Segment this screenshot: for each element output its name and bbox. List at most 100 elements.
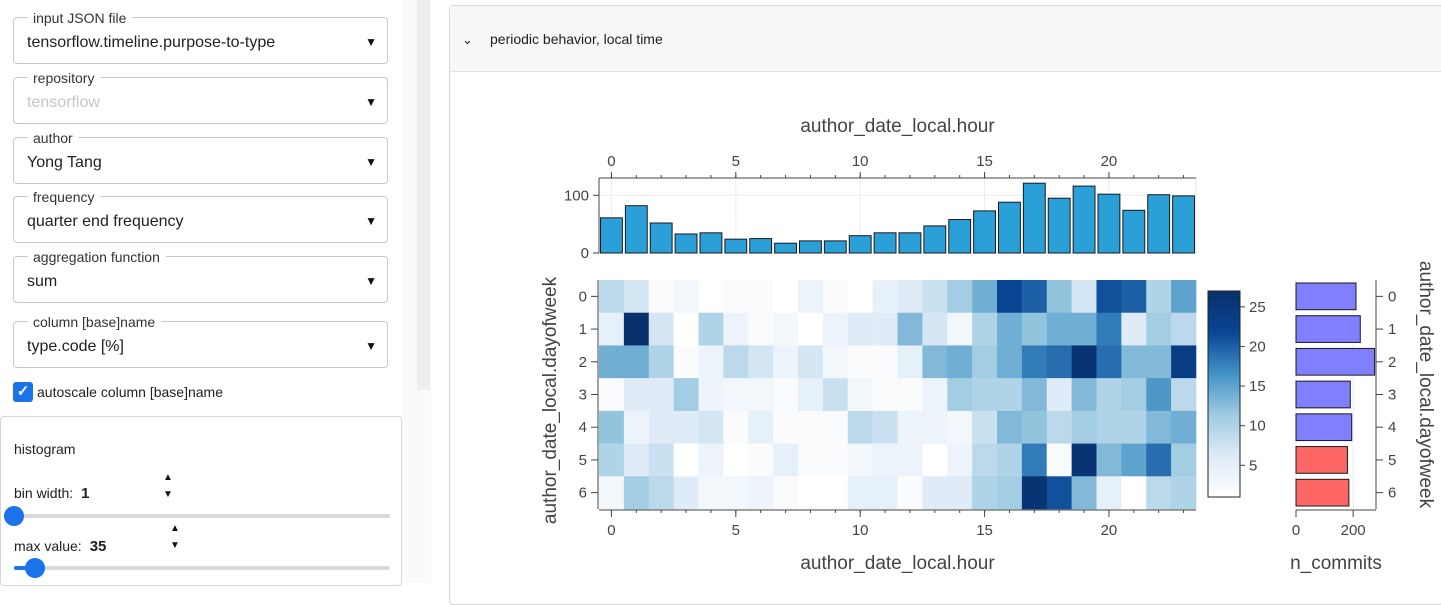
bin-width-decrement-icon[interactable]: ▼ [163, 489, 173, 500]
heatmap-cell [698, 410, 724, 444]
bin-width-increment-icon[interactable]: ▲ [163, 472, 173, 483]
heatmap-cell [748, 345, 774, 379]
x-tick-label: 5 [732, 522, 740, 539]
field-value: tensorflow [27, 94, 100, 111]
heatmap-cell [947, 476, 973, 510]
heatmap-cell [872, 476, 898, 510]
heatmap-cell [872, 410, 898, 444]
heatmap-cell [1146, 378, 1172, 412]
slider-handle[interactable] [24, 558, 45, 578]
y-tick-label: 6 [1388, 485, 1396, 502]
heatmap-cell [673, 410, 699, 444]
heatmap-cell [698, 378, 724, 412]
heatmap-cell [748, 410, 774, 444]
aggregation-function-select[interactable]: aggregation function sum ▼ [13, 249, 388, 303]
heatmap-cell [922, 443, 948, 477]
heatmap-cell [673, 280, 699, 314]
heatmap-cell [947, 378, 973, 412]
heatmap-cell [599, 378, 625, 412]
input-json-file-select[interactable]: input JSON file tensorflow.timeline.purp… [13, 10, 388, 64]
heatmap-cell [1021, 345, 1048, 379]
bin-width-slider[interactable] [4, 506, 390, 526]
heatmap-cell [872, 312, 898, 346]
histogram-bar [1097, 193, 1121, 254]
author-select[interactable]: author Yong Tang ▼ [13, 130, 388, 184]
repository-select[interactable]: repository tensorflow ▼ [13, 70, 388, 124]
heatmap-cell [748, 378, 774, 412]
histogram-bar [848, 235, 872, 254]
x-tick-label: 20 [1101, 522, 1118, 539]
caret-down-icon: ▼ [365, 155, 377, 169]
sidebar-scrollbar[interactable] [417, 0, 430, 390]
frequency-select[interactable]: frequency quarter end frequency ▼ [13, 189, 388, 243]
heatmap-cell [1121, 476, 1147, 510]
heatmap-cell [1021, 410, 1048, 444]
heatmap-cell [798, 476, 824, 510]
dayofweek-bar [1295, 478, 1350, 507]
panel-header[interactable]: ⌄ periodic behavior, local time [450, 6, 1441, 72]
autoscale-checkbox[interactable]: ✓ [13, 382, 33, 402]
heatmap-cell [1146, 443, 1172, 477]
heatmap-cell [1171, 312, 1197, 346]
field-value: sum [27, 273, 58, 290]
heatmap-cell [847, 378, 873, 412]
heatmap-cell [1096, 312, 1122, 346]
field-label: repository [28, 70, 101, 86]
heatmap-cell [822, 345, 849, 379]
max-value-increment-icon[interactable]: ▲ [170, 523, 180, 534]
heatmap-cell [798, 280, 824, 314]
heatmap-cell [1021, 443, 1048, 477]
histogram-bar [699, 232, 723, 254]
field-value: Yong Tang [27, 154, 102, 171]
heatmap-cell [599, 443, 625, 477]
heatmap-cell [723, 345, 749, 379]
max-value-decrement-icon[interactable]: ▼ [170, 540, 180, 551]
heatmap-cell [822, 378, 849, 412]
heatmap-cell [648, 443, 674, 477]
histogram-bar [973, 210, 996, 254]
dayofweek-histogram: 0 200 n_commits 0 1 2 3 4 5 6 author_date_local.da… [1290, 261, 1436, 574]
heatmap-cell [897, 280, 923, 314]
heatmap-cell [648, 280, 674, 314]
histogram-plot-area [598, 177, 1197, 254]
histogram-title: author_date_local.hour [800, 116, 995, 137]
heatmap-cell [599, 345, 625, 379]
dayofweek-bar [1295, 413, 1353, 442]
heatmap-cell [698, 476, 724, 510]
heatmap-cell [798, 410, 824, 444]
heatmap-cell [723, 378, 749, 412]
field-value: quarter end frequency [27, 213, 184, 230]
histogram-bar [1147, 194, 1171, 254]
y-tick-label: 3 [579, 387, 587, 404]
colorbar-tick-label: 20 [1249, 338, 1266, 355]
max-value-slider[interactable] [14, 558, 390, 578]
column-basename-select[interactable]: column [base]name type.code [%] ▼ [13, 314, 388, 368]
heatmap-cell [872, 443, 898, 477]
y-tick-label: 1 [1388, 321, 1396, 338]
bin-width-label: bin width: [14, 485, 74, 501]
heatmap-cell [1146, 312, 1172, 346]
autoscale-label[interactable]: autoscale column [base]name [37, 384, 223, 400]
field-label: frequency [28, 189, 101, 205]
slider-handle[interactable] [4, 506, 24, 526]
bin-width-input[interactable]: 1 [81, 485, 90, 502]
heatmap-cell [922, 280, 948, 314]
chevron-down-icon[interactable]: ⌄ [462, 32, 473, 47]
heatmap-cell [648, 345, 674, 379]
heatmap-cell [723, 312, 749, 346]
heatmap-cell [1171, 378, 1197, 412]
heatmap-colorbar: 5 10 15 20 25 [1207, 290, 1266, 498]
heatmap-cell [972, 312, 998, 346]
heatmap-cell [599, 312, 625, 346]
heatmap-cell [897, 410, 923, 444]
x-tick-label: 200 [1341, 522, 1366, 539]
field-label: author [28, 130, 79, 146]
max-value-input[interactable]: 35 [89, 538, 107, 555]
colorbar-tick-label: 5 [1249, 457, 1257, 474]
heatmap-cell [1146, 476, 1172, 510]
heatmap-cell [847, 410, 873, 444]
dayofweek-ylabel: author_date_local.dayofweek [1415, 261, 1436, 509]
dayofweek-hour-heatmap: 0 5 10 15 20 author_date_local.hour 0 1 2 3 4 5 6 aut… [540, 276, 1197, 574]
x-tick-label: 15 [976, 153, 993, 170]
heatmap-cell [623, 476, 650, 510]
